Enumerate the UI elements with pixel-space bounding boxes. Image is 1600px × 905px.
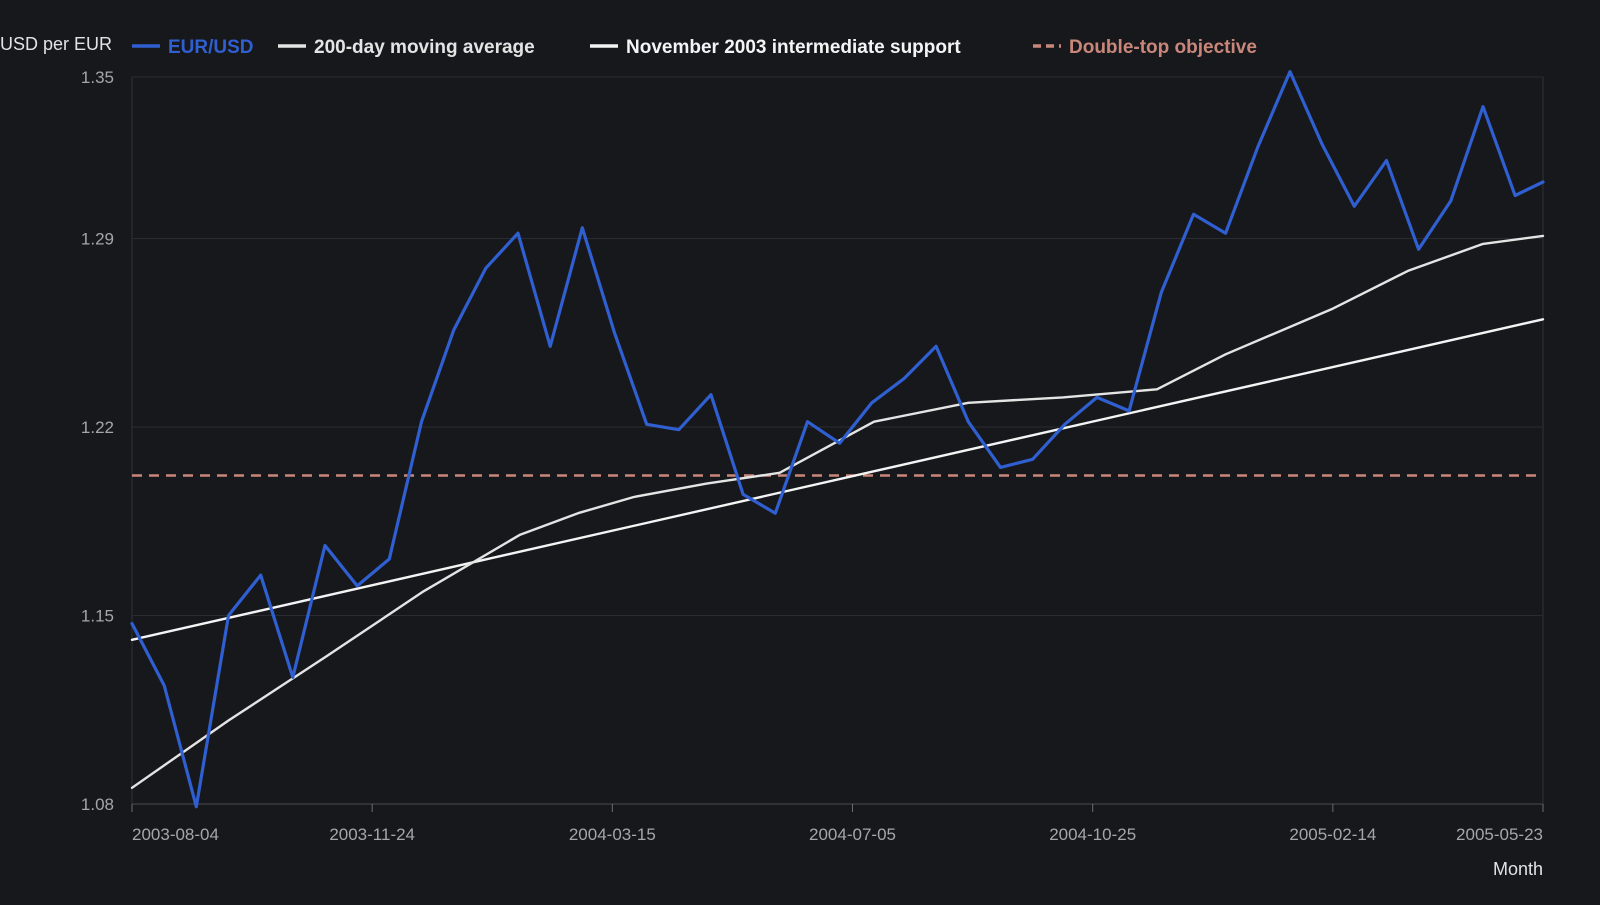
legend-label: November 2003 intermediate support	[626, 37, 961, 58]
y-tick-label: 1.35	[81, 68, 114, 87]
x-tick-label: 2005-02-14	[1289, 825, 1376, 844]
y-tick-label: 1.08	[81, 795, 114, 814]
x-tick-label: 2005-05-23	[1456, 825, 1543, 844]
x-tick-label: 2004-10-25	[1049, 825, 1136, 844]
series-layer	[130, 69, 1545, 809]
legend-label: Double-top objective	[1069, 37, 1257, 58]
series-line-200-day-moving-average	[130, 234, 1545, 789]
legend-item: EUR/USD	[132, 37, 254, 58]
legend-item: November 2003 intermediate support	[590, 37, 961, 58]
x-axis-title: Month	[1493, 859, 1543, 879]
series-line-november-2003-intermediate-support	[130, 318, 1545, 641]
series-line-eur-usd	[130, 69, 1545, 809]
y-tick-label: 1.29	[81, 230, 114, 249]
x-tick-label: 2003-08-04	[132, 825, 219, 844]
y-tick-label: 1.15	[81, 607, 114, 626]
y-tick-label: 1.22	[81, 418, 114, 437]
axis-layer: 1.08 1.15 1.22 1.29 1.35 2003-08-04 2003-11-24…	[81, 68, 1544, 844]
x-tick-label: 2004-07-05	[809, 825, 896, 844]
legend-layer: EUR/USD 200-day moving average November 20…	[132, 37, 1257, 58]
x-tick-label: 2003-11-24	[329, 825, 415, 844]
legend-item: Double-top objective	[1033, 37, 1257, 58]
y-axis-title: USD per EUR	[0, 34, 112, 54]
legend-label: 200-day moving average	[314, 37, 535, 58]
x-tick-label: 2004-03-15	[569, 825, 656, 844]
legend-item: 200-day moving average	[278, 37, 535, 58]
legend-label: EUR/USD	[168, 37, 254, 58]
